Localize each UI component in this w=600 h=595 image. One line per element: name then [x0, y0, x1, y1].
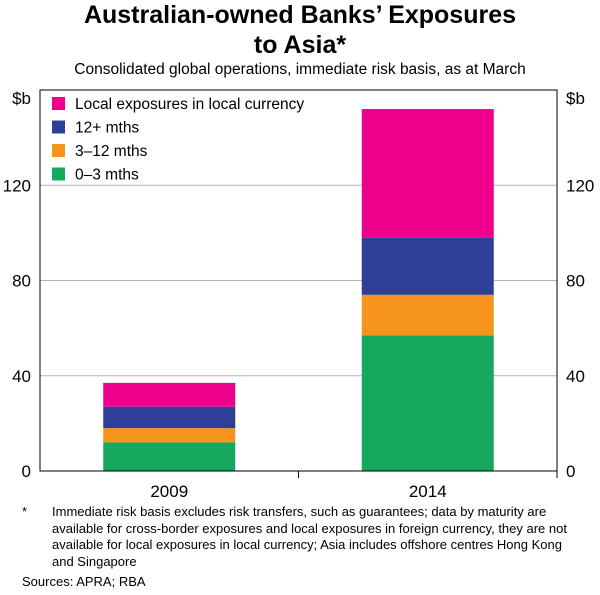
y-unit-right: $b	[566, 89, 585, 108]
chart-subtitle: Consolidated global operations, immediat…	[74, 61, 526, 78]
y-tick-left-80: 80	[12, 272, 31, 291]
legend-swatch-m0to3	[52, 167, 65, 181]
bar-2009-m12plus	[103, 406, 236, 429]
y-tick-right-120: 120	[566, 176, 594, 195]
plot-frame	[39, 89, 558, 472]
y-tick-right-40: 40	[566, 367, 585, 386]
legend-swatch-local	[52, 97, 65, 110]
bar-2014-m3to12	[361, 294, 494, 336]
footnote-text: Immediate risk basis excludes risk trans…	[52, 504, 567, 569]
y-tick-right-80: 80	[566, 272, 585, 291]
chart-title: Australian-owned Banks’ Exposures to Asi…	[0, 0, 600, 60]
legend-swatch-m12plus	[52, 120, 65, 134]
legend-label-m0to3: 0–3 mths	[75, 167, 139, 184]
bar-2014-local	[361, 109, 494, 238]
legend-label-m3to12: 3–12 mths	[75, 143, 148, 160]
title-line-2: to Asia*	[253, 31, 347, 59]
bar-2009-local	[103, 382, 236, 407]
y-tick-right-0: 0	[566, 462, 575, 481]
footnote-mark: *	[22, 504, 28, 519]
y-tick-left-0: 0	[22, 462, 31, 481]
footnote: * Immediate risk basis excludes risk tra…	[22, 504, 587, 570]
x-tick-2014: 2014	[409, 482, 447, 500]
bar-2009-m0to3	[103, 442, 236, 471]
y-unit-left: $b	[12, 89, 31, 108]
title-line-1: Australian-owned Banks’ Exposures	[83, 1, 517, 29]
bar-chart: 0 0 40 40 80 80 120 120 $b $b 2009 2014 Local exposu…	[3, 89, 595, 500]
y-tick-left-120: 120	[3, 176, 31, 195]
legend-label-m12plus: 12+ mths	[75, 120, 139, 137]
legend-swatch-m3to12	[52, 144, 65, 157]
sources: Sources: APRA; RBA	[22, 574, 146, 589]
bar-2014-m12plus	[361, 237, 494, 295]
bar-2014-m0to3	[361, 335, 494, 471]
bar-2009-m3to12	[103, 428, 236, 443]
legend-label-local: Local exposures in local currency	[75, 96, 304, 113]
x-tick-2009: 2009	[150, 482, 188, 500]
y-tick-left-40: 40	[12, 367, 31, 386]
